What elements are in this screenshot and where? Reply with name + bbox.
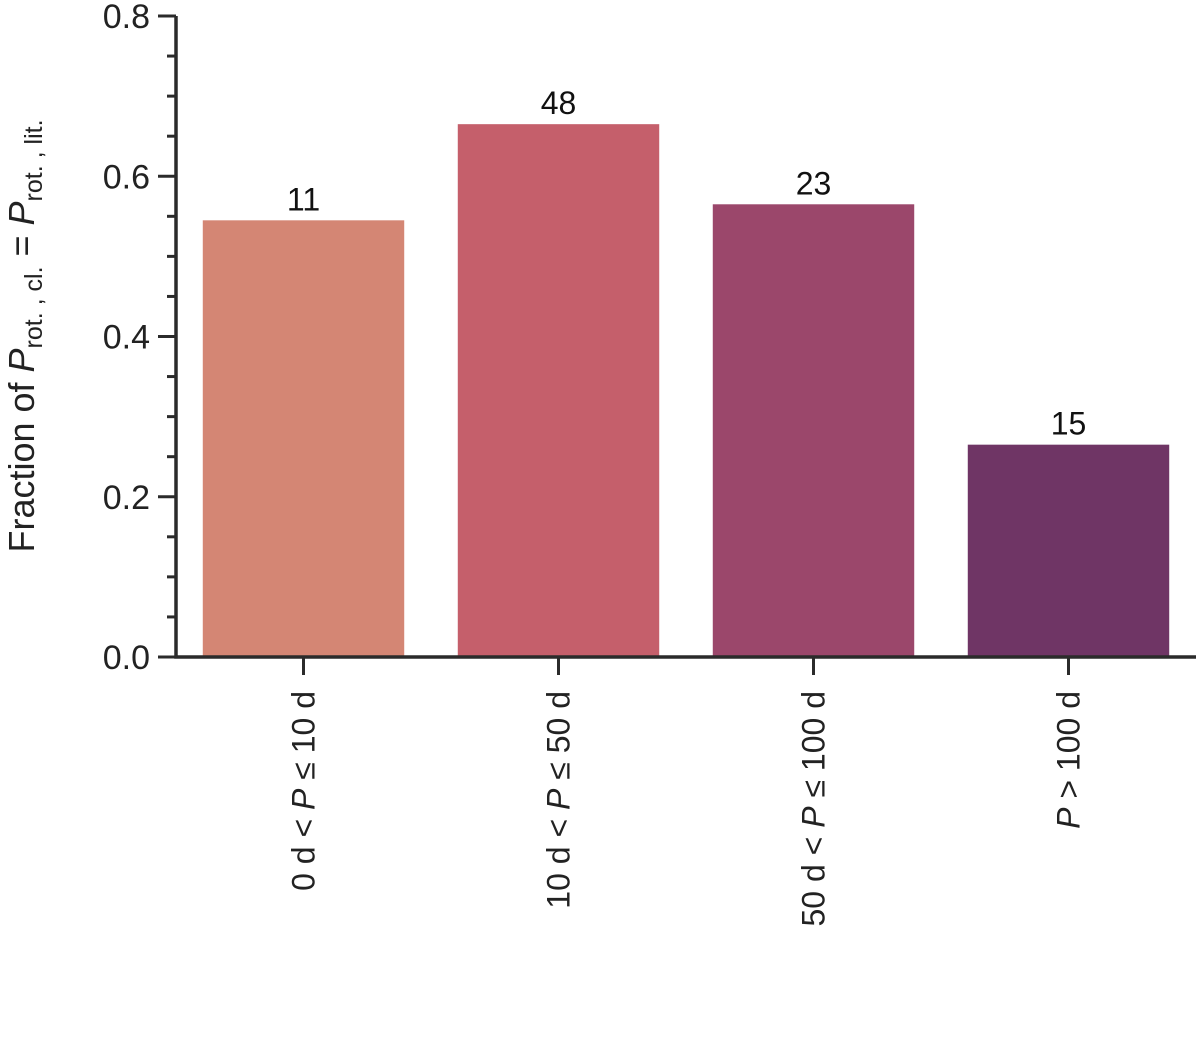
x-tick-label-part: P: [286, 788, 322, 810]
y-tick-label: 0.4: [103, 319, 150, 357]
y-tick-label: 0.8: [103, 0, 150, 36]
y-axis-label-prefix: Fraction of: [1, 372, 42, 552]
x-tick-label-part: 0 d <: [286, 810, 322, 891]
bar-value-label: 11: [287, 181, 320, 217]
bar-value-label: 23: [796, 165, 832, 201]
axis-spines: [174, 16, 1196, 659]
x-tick-label-part: ≤ 100 d: [796, 691, 832, 806]
y-tick-label: 0.2: [103, 479, 150, 517]
x-tick-label-part: ≤ 50 d: [541, 691, 577, 789]
y-axis-label-symbol-2: P: [1, 201, 42, 225]
bar-value-label: 48: [541, 85, 577, 121]
x-tick-label: 10 d < P ≤ 50 d: [541, 691, 577, 909]
bar: [712, 204, 915, 657]
x-tick-label: 50 d < P ≤ 100 d: [796, 691, 832, 927]
y-axis-label-subscript-2: rot. , lit.: [20, 119, 48, 201]
x-tick-label-part: 50 d <: [796, 828, 832, 927]
y-tick-label: 0.0: [103, 639, 150, 677]
y-axis-label: Fraction of Prot. , cl. = Prot. , lit.: [1, 119, 48, 552]
x-tick-label: 0 d < P ≤ 10 d: [286, 691, 322, 891]
x-tick-label-part: P: [796, 806, 832, 828]
y-axis-label-subscript-1: rot. , cl.: [20, 266, 48, 348]
x-tick-label-part: > 100 d: [1051, 691, 1087, 808]
bar: [967, 444, 1170, 657]
y-tick-label: 0.6: [103, 158, 150, 196]
x-tick-label: P > 100 d: [1051, 691, 1087, 829]
x-tick-label-part: ≤ 10 d: [286, 691, 322, 789]
x-tick-label-part: P: [1051, 807, 1087, 829]
y-axis-label-equals: =: [1, 225, 42, 266]
x-tick-label-part: 10 d <: [541, 810, 577, 909]
bar: [457, 124, 660, 657]
y-axis-label-symbol-1: P: [1, 348, 42, 372]
x-tick-label-part: P: [541, 788, 577, 810]
bar-value-label: 15: [1051, 406, 1087, 442]
bar: [202, 220, 405, 657]
